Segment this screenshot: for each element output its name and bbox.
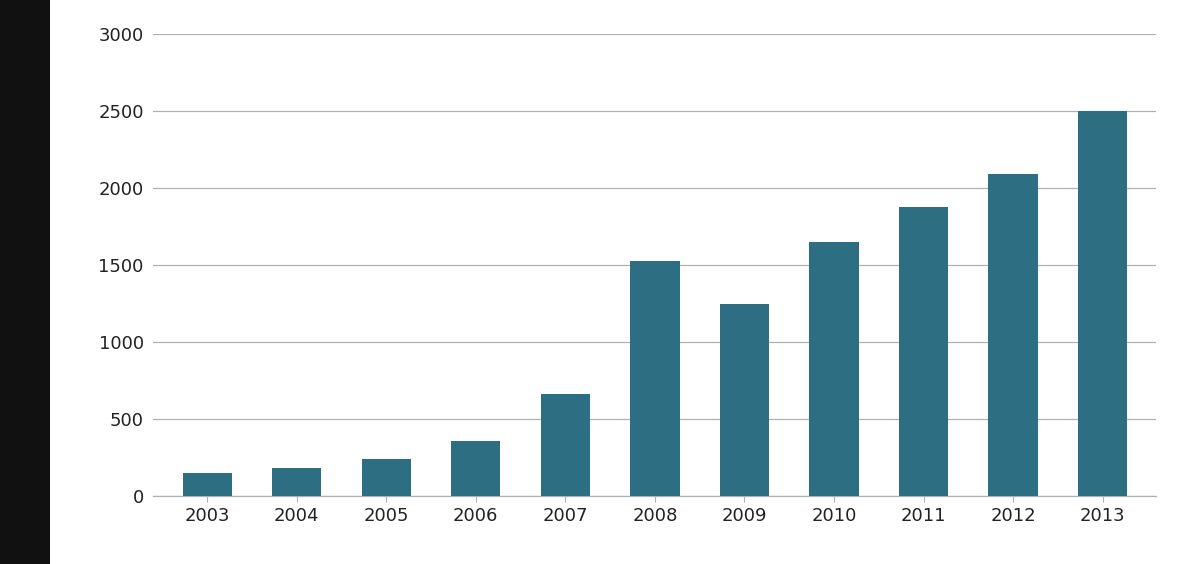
- Bar: [989, 174, 1037, 496]
- Bar: [630, 261, 680, 496]
- Text: Leistung (MW): Leistung (MW): [18, 227, 32, 337]
- Bar: [183, 473, 231, 496]
- Bar: [273, 468, 321, 496]
- Bar: [809, 242, 859, 496]
- Bar: [361, 459, 411, 496]
- Bar: [451, 441, 500, 496]
- Bar: [1079, 111, 1127, 496]
- Bar: [720, 303, 769, 496]
- Bar: [899, 207, 949, 496]
- Bar: [540, 394, 590, 496]
